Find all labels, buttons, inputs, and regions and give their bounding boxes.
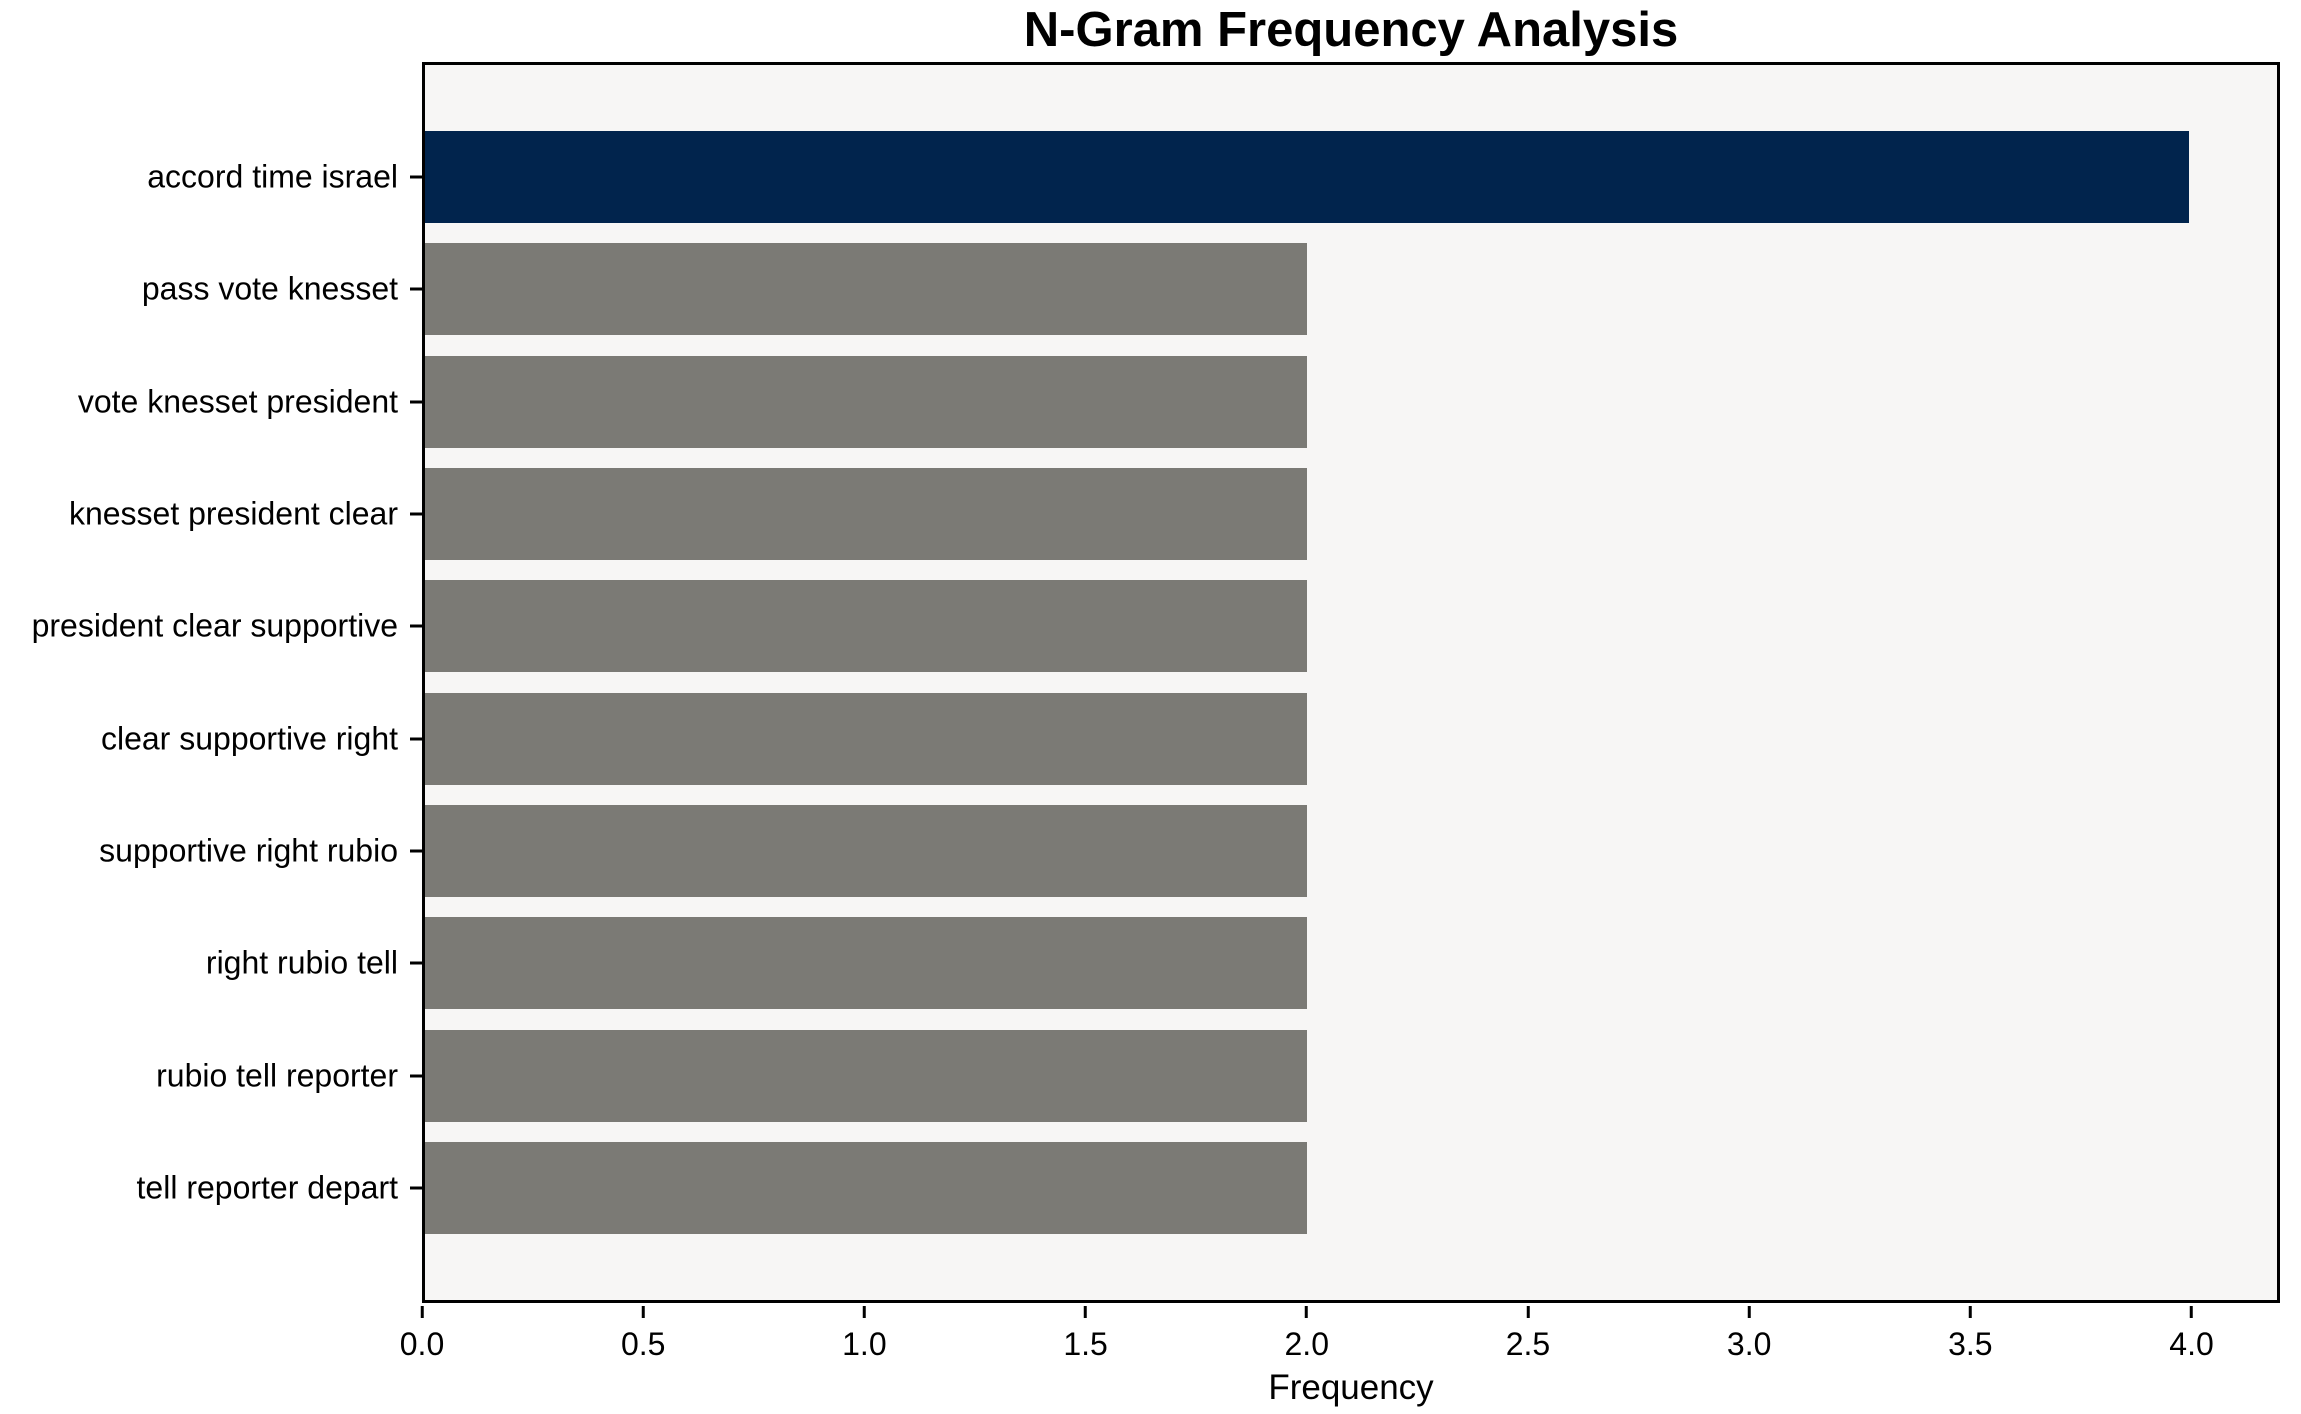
bar xyxy=(425,468,1307,561)
bar-row: right rubio tell xyxy=(206,907,2277,1019)
y-tick-mark xyxy=(410,961,422,965)
x-tick-mark xyxy=(2190,1306,2194,1318)
y-tick-mark xyxy=(410,1074,422,1078)
bar xyxy=(425,243,1307,336)
y-tick-mark xyxy=(410,624,422,628)
x-tick-mark xyxy=(420,1306,424,1318)
category-label: clear supportive right xyxy=(100,720,398,757)
bar-row: tell reporter depart xyxy=(137,1132,2277,1244)
x-tick-label: 3.5 xyxy=(1948,1326,1993,1362)
x-tick-label: 1.0 xyxy=(842,1326,887,1362)
x-tick-label: 3.0 xyxy=(1726,1326,1772,1362)
bar-row: knesset president clear xyxy=(69,458,2277,570)
bar-row: supportive right rubio xyxy=(99,795,2277,907)
category-label: tell reporter depart xyxy=(136,1169,398,1206)
y-tick-mark xyxy=(410,512,422,516)
bar xyxy=(425,917,1307,1010)
bar-row: accord time israel xyxy=(147,121,2277,233)
category-label: vote knesset president xyxy=(77,383,398,420)
y-tick-mark xyxy=(410,1186,422,1190)
x-tick-mark xyxy=(1526,1306,1530,1318)
chart-title: N-Gram Frequency Analysis xyxy=(1023,3,1679,57)
bar xyxy=(425,355,1307,448)
category-label: knesset president clear xyxy=(68,495,398,532)
category-label: president clear supportive xyxy=(31,607,398,644)
x-tick: 4.0 xyxy=(2169,1306,2214,1363)
y-tick-mark xyxy=(410,737,422,741)
bar xyxy=(425,1029,1307,1122)
bar xyxy=(425,804,1307,897)
x-axis-label: Frequency xyxy=(1268,1368,1434,1407)
y-tick-mark xyxy=(410,849,422,853)
bar-row: pass vote knesset xyxy=(142,233,2277,345)
x-tick: 3.0 xyxy=(1727,1306,1771,1363)
bar xyxy=(425,580,1307,673)
category-label: right rubio tell xyxy=(205,944,398,981)
bar xyxy=(425,1141,1307,1234)
x-tick-label: 2.0 xyxy=(1284,1326,1329,1362)
x-tick: 2.0 xyxy=(1285,1306,1329,1363)
plot-area: accord time israel pass vote knesset vot… xyxy=(32,62,2280,1303)
x-tick: 3.5 xyxy=(1948,1306,1993,1363)
category-label: pass vote knesset xyxy=(141,270,398,307)
y-tick-mark xyxy=(410,287,422,291)
bar-row: clear supportive right xyxy=(101,682,2277,794)
x-tick: 1.5 xyxy=(1063,1306,1108,1363)
x-tick-mark xyxy=(1968,1306,1972,1318)
x-tick-mark xyxy=(1084,1306,1088,1318)
bar-row: president clear supportive xyxy=(32,570,2277,682)
y-tick-mark xyxy=(410,175,422,179)
x-tick: 0.5 xyxy=(621,1306,665,1363)
x-tick: 1.0 xyxy=(842,1306,887,1363)
bar xyxy=(425,131,2189,224)
x-axis: 0.0 0.5 1.0 1.5 2.0 2.5 3.0 3.5 xyxy=(400,1306,2280,1412)
bar-row: vote knesset president xyxy=(78,346,2277,458)
x-tick-mark xyxy=(862,1306,866,1318)
x-tick-label: 4.0 xyxy=(2169,1326,2214,1362)
category-label: accord time israel xyxy=(147,158,398,195)
x-tick-label: 2.5 xyxy=(1505,1326,1551,1362)
x-tick: 2.5 xyxy=(1506,1306,1550,1363)
bar-rows: accord time israel pass vote knesset vot… xyxy=(32,65,2277,1300)
x-tick-label: 1.5 xyxy=(1063,1326,1108,1362)
x-tick-mark xyxy=(641,1306,645,1318)
x-tick-mark xyxy=(1305,1306,1309,1318)
x-tick: 0.0 xyxy=(400,1306,444,1363)
bar xyxy=(425,692,1307,785)
y-tick-mark xyxy=(410,400,422,404)
x-tick-label: 0.5 xyxy=(620,1326,666,1362)
category-label: supportive right rubio xyxy=(99,832,398,869)
x-tick-mark xyxy=(1747,1306,1751,1318)
x-tick-label: 0.0 xyxy=(399,1326,445,1362)
bar-row: rubio tell reporter xyxy=(156,1019,2277,1131)
category-label: rubio tell reporter xyxy=(156,1057,398,1094)
